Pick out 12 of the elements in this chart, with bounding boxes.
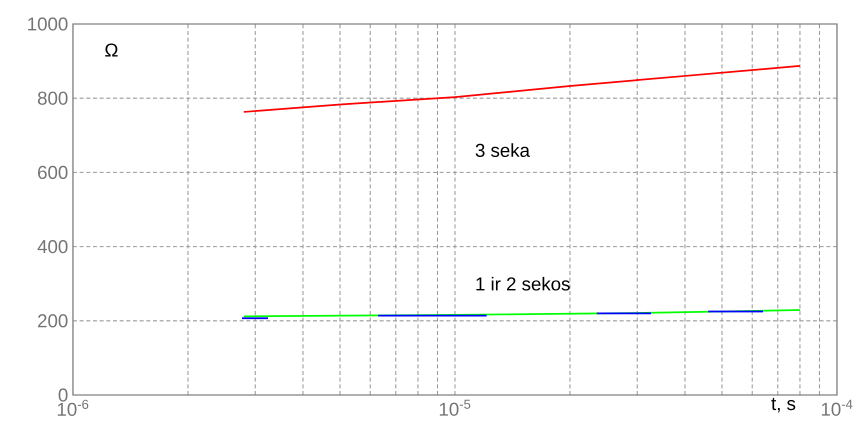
y-axis-title: Ω — [105, 43, 118, 56]
y-tick-label: 400 — [38, 240, 68, 254]
y-tick-label: 1000 — [28, 17, 68, 31]
x-tick-label: 10$^{-5}$ — [440, 400, 470, 416]
y-tick-label: 800 — [38, 92, 68, 105]
x-tick-label: 10$^{-4}$ — [822, 400, 852, 416]
annotation: 3 seka — [476, 143, 530, 157]
annotation: 1 ir 2 sekos — [476, 276, 570, 291]
y-tick-label: 600 — [38, 166, 68, 180]
y-tick-label: 200 — [38, 314, 68, 328]
y-tick-label: 0 — [58, 388, 68, 402]
x-axis-title: t, s — [771, 398, 796, 412]
